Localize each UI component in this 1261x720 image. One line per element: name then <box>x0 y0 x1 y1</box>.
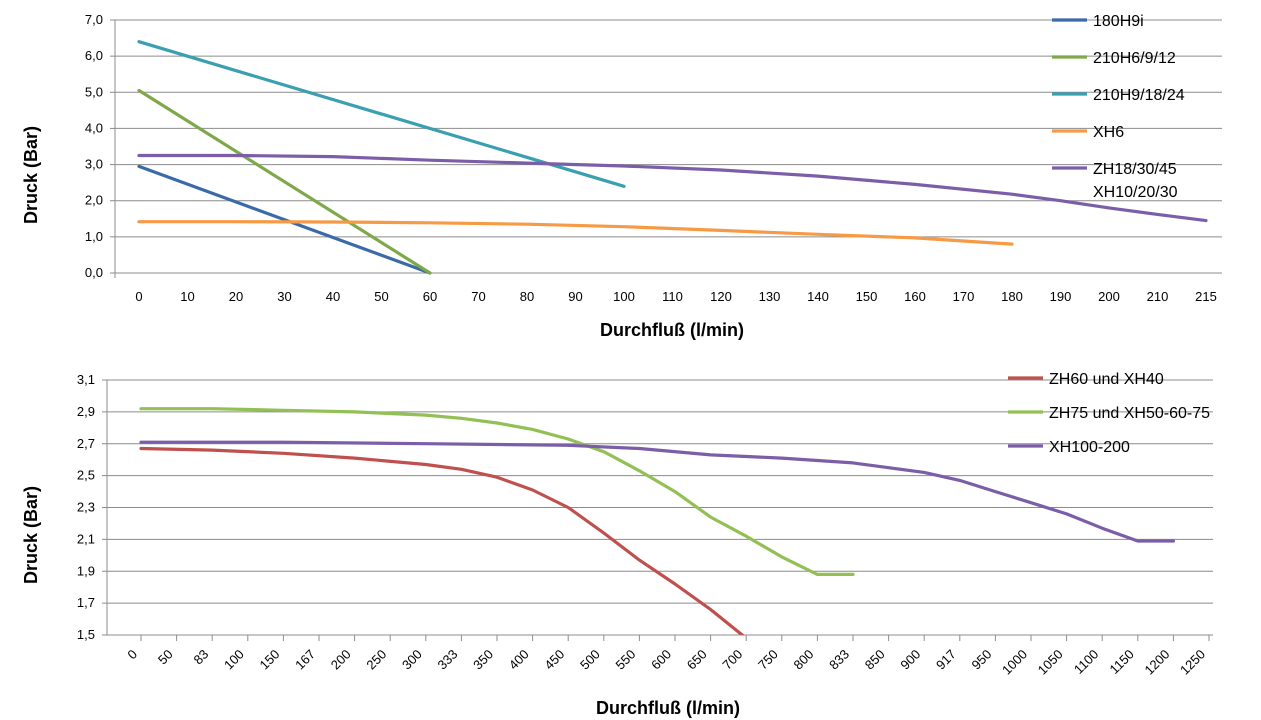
bottom-xtick-label: 850 <box>862 647 888 673</box>
top-xtick-label: 40 <box>326 289 340 304</box>
top-xtick-label: 215 <box>1195 289 1217 304</box>
bottom-xtick-label: 750 <box>755 647 781 673</box>
bottom-legend-label: XH100-200 <box>1049 439 1130 456</box>
bottom-xtick-label: 800 <box>791 647 817 673</box>
bottom-ytick-label: 1,5 <box>77 627 95 642</box>
bottom-xtick-label: 250 <box>363 647 389 673</box>
bottom-xtick-label: 150 <box>257 647 283 673</box>
bottom-xtick-label: 50 <box>155 647 176 668</box>
bottom-xtick-label: 550 <box>613 647 639 673</box>
bottom-ytick-label: 2,7 <box>77 436 95 451</box>
bottom-xtick-label: 100 <box>221 647 247 673</box>
top-legend-label: 180H9i <box>1093 13 1144 30</box>
top-legend-label: 210H6/9/12 <box>1093 50 1176 67</box>
bottom-ytick-label: 1,9 <box>77 563 95 578</box>
bottom-xtick-label: 1000 <box>999 647 1030 678</box>
bottom-xtick-label: 350 <box>470 647 496 673</box>
top-legend-label-2: XH10/20/30 <box>1093 184 1178 201</box>
bottom-series-line <box>139 440 1176 543</box>
top-ytick-label: 6,0 <box>85 48 103 63</box>
bottom-ytick-label: 2,9 <box>77 404 95 419</box>
top-xtick-label: 80 <box>520 289 534 304</box>
top-ytick-label: 5,0 <box>85 84 103 99</box>
bottom-xtick-label: 300 <box>399 647 425 673</box>
bottom-ylabel: Druck (Bar) <box>21 486 41 584</box>
top-xtick-label: 160 <box>904 289 926 304</box>
bottom-xtick-label: 900 <box>897 647 923 673</box>
top-xtick-label: 50 <box>374 289 388 304</box>
top-xtick-label: 190 <box>1050 289 1072 304</box>
top-series-line <box>137 153 1208 223</box>
bottom-legend-label: ZH75 und XH50-60-75 <box>1049 405 1210 422</box>
top-ytick-label: 2,0 <box>85 193 103 208</box>
bottom-series-line <box>139 407 855 576</box>
bottom-xtick-label: 400 <box>506 647 532 673</box>
bottom-xtick-label: 700 <box>719 647 745 673</box>
bottom-xlabel: Durchfluß (l/min) <box>596 698 740 718</box>
top-xtick-label: 180 <box>1001 289 1023 304</box>
bottom-xtick-label: 600 <box>648 647 674 673</box>
bottom-xtick-label: 1100 <box>1071 647 1101 677</box>
top-xtick-label: 110 <box>662 289 683 304</box>
top-xtick-label: 120 <box>710 289 732 304</box>
bottom-xtick-label: 0 <box>124 647 140 663</box>
top-xtick-label: 170 <box>953 289 975 304</box>
top-xtick-label: 130 <box>759 289 781 304</box>
top-series-line <box>137 164 432 275</box>
bottom-ytick-label: 3,1 <box>77 372 95 387</box>
chart-top: 0,0 1,0 2,0 3,0 4,0 5,0 6,0 7,0 0 10 20 30 40 50 60 70 8… <box>21 12 1222 340</box>
bottom-xtick-label: 1200 <box>1141 647 1172 678</box>
top-series-line <box>137 88 432 275</box>
top-legend-label: XH6 <box>1093 124 1124 141</box>
top-xtick-label: 10 <box>180 289 194 304</box>
top-ytick-label: 3,0 <box>85 157 103 172</box>
bottom-xtick-label: 950 <box>969 647 995 673</box>
bottom-ytick-label: 1,7 <box>77 595 95 610</box>
top-xtick-label: 20 <box>229 289 243 304</box>
bottom-xtick-label: 1050 <box>1035 647 1066 678</box>
bottom-series-line <box>139 446 745 635</box>
bottom-legend-label: ZH60 und XH40 <box>1049 371 1164 388</box>
top-xtick-label: 90 <box>568 289 582 304</box>
bottom-xtick-label: 83 <box>190 647 211 668</box>
top-xtick-label: 100 <box>613 289 635 304</box>
top-xlabel: Durchfluß (l/min) <box>600 320 744 340</box>
top-ytick-label: 0,0 <box>85 265 103 280</box>
bottom-xtick-label: 650 <box>684 647 710 673</box>
top-xtick-label: 60 <box>423 289 437 304</box>
top-legend-label: 210H9/18/24 <box>1093 87 1185 104</box>
top-ylabel: Druck (Bar) <box>21 126 41 224</box>
bottom-xtick-label: 1150 <box>1107 647 1137 677</box>
top-xtick-label: 200 <box>1098 289 1120 304</box>
bottom-xtick-label: 1250 <box>1177 647 1208 678</box>
bottom-xtick-label: 917 <box>933 647 959 673</box>
top-xtick-label: 0 <box>135 289 142 304</box>
top-xtick-label: 210 <box>1147 289 1169 304</box>
top-xtick-label: 140 <box>807 289 829 304</box>
top-ytick-label: 4,0 <box>85 120 103 135</box>
top-xtick-label: 30 <box>277 289 291 304</box>
bottom-xtick-label: 333 <box>435 647 461 673</box>
top-ytick-label: 1,0 <box>85 229 103 244</box>
bottom-xtick-label: 500 <box>577 647 603 673</box>
bottom-xtick-label: 200 <box>328 647 354 673</box>
top-ytick-label: 7,0 <box>85 12 103 27</box>
bottom-xtick-label: 833 <box>826 647 852 673</box>
bottom-ytick-label: 2,3 <box>77 500 95 515</box>
bottom-xtick-label: 167 <box>292 647 318 673</box>
bottom-ytick-label: 2,5 <box>77 468 95 483</box>
top-series-line <box>137 220 1014 246</box>
bottom-ytick-label: 2,1 <box>77 531 95 546</box>
top-xtick-label: 150 <box>856 289 878 304</box>
chart-bottom: 1,5 1,7 1,9 2,1 2,3 2,5 2,7 2,9 3,1 0 50 83 100 150 16… <box>21 371 1213 718</box>
top-legend-label: ZH18/30/45 <box>1093 161 1177 178</box>
top-xtick-label: 70 <box>471 289 485 304</box>
bottom-xtick-label: 450 <box>541 647 567 673</box>
